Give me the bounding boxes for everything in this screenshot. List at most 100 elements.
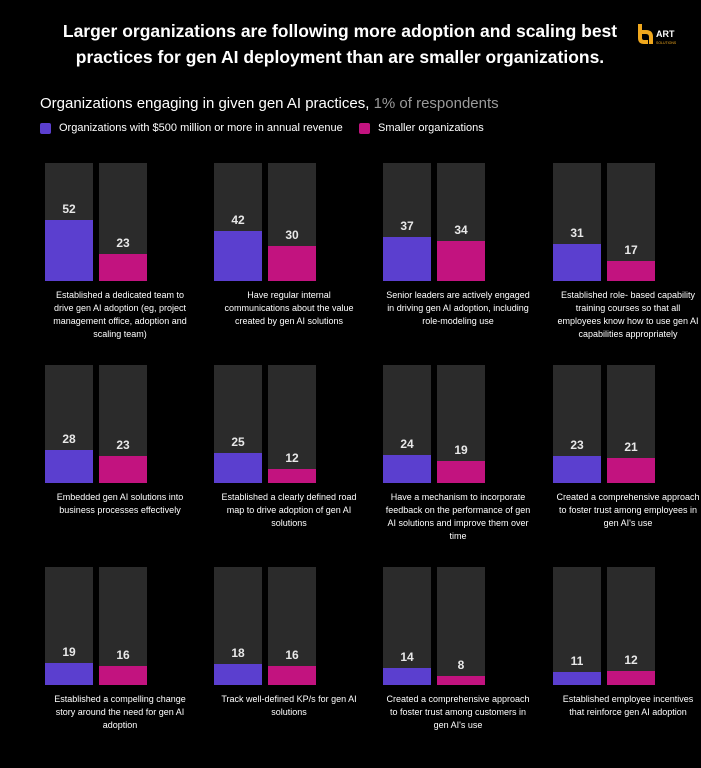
art-solutions-logo: ART SOLUTIONS bbox=[638, 24, 677, 45]
bar-small bbox=[437, 676, 485, 685]
data-label-small: 30 bbox=[285, 228, 299, 242]
data-label-large: 14 bbox=[400, 650, 414, 664]
bar-track bbox=[99, 163, 147, 281]
bar-track bbox=[45, 365, 93, 483]
bar-small bbox=[268, 246, 316, 281]
bar-large bbox=[383, 668, 431, 685]
bar-track bbox=[268, 567, 316, 685]
bar-large bbox=[214, 664, 262, 685]
bar-group: 25 12 bbox=[214, 365, 364, 483]
bar-track bbox=[214, 163, 262, 281]
bar-track bbox=[268, 365, 316, 483]
panel-label: Established a dedicated team to drive ge… bbox=[53, 290, 187, 339]
bar-large bbox=[214, 231, 262, 281]
data-label-small: 23 bbox=[116, 236, 130, 250]
data-label-small: 8 bbox=[457, 658, 465, 672]
headline: Larger organizations are following more … bbox=[62, 21, 618, 67]
bar-group: 31 17 bbox=[553, 163, 701, 281]
bar-large bbox=[553, 672, 601, 685]
panel-label: Established employee incentives that rei… bbox=[562, 694, 694, 717]
data-label-large: 52 bbox=[62, 202, 76, 216]
panel-label: Embedded gen AI solutions into business … bbox=[56, 492, 184, 515]
data-label-small: 23 bbox=[116, 438, 130, 452]
data-label-large: 25 bbox=[231, 435, 245, 449]
bar-small bbox=[437, 461, 485, 483]
panel-label: Established a compelling change story ar… bbox=[54, 694, 186, 730]
logo-mark-icon bbox=[638, 24, 653, 44]
bar-large bbox=[45, 450, 93, 483]
bar-track bbox=[437, 365, 485, 483]
data-label-large: 11 bbox=[570, 654, 584, 668]
bar-group: 42 30 bbox=[214, 163, 364, 281]
bar-large bbox=[553, 456, 601, 483]
data-label-small: 34 bbox=[454, 223, 468, 237]
logo-subtext: SOLUTIONS bbox=[656, 41, 677, 45]
data-label-small: 19 bbox=[454, 443, 468, 457]
bar-small bbox=[268, 469, 316, 483]
data-label-small: 12 bbox=[624, 653, 638, 667]
panel-label: Created a comprehensive approach to fost… bbox=[556, 492, 700, 528]
bar-small bbox=[99, 666, 147, 685]
legend-swatch-small bbox=[359, 122, 370, 134]
bar-group: 23 21 bbox=[553, 365, 701, 483]
legend-item-large: Organizations with $500 million or more … bbox=[40, 122, 343, 134]
panel-label: Created a comprehensive approach to fost… bbox=[386, 694, 530, 730]
chart-panel: 28 23 Embedded gen AI solutions into busin… bbox=[45, 365, 195, 517]
bar-track bbox=[437, 163, 485, 281]
data-label-small: 16 bbox=[116, 648, 130, 662]
bar-group: 52 23 bbox=[45, 163, 195, 281]
bar-group: 11 12 bbox=[553, 567, 701, 685]
bar-small bbox=[607, 261, 655, 281]
chart-panel: 23 21 Created a comprehensive approach to … bbox=[553, 365, 701, 530]
chart-panel: 18 16 Track well-defined KP/s for gen AI s… bbox=[214, 567, 364, 719]
bar-large bbox=[383, 455, 431, 483]
panel-label: Have a mechanism to incorporate feedback… bbox=[385, 492, 531, 541]
bar-small bbox=[268, 666, 316, 685]
bar-small bbox=[437, 241, 485, 281]
bar-small bbox=[99, 254, 147, 281]
legend-swatch-large bbox=[40, 122, 51, 134]
chart-panel: 52 23 Established a dedicated team to driv… bbox=[45, 163, 195, 341]
bar-small bbox=[99, 456, 147, 483]
chart-panel: 11 12 Established employee incentives that… bbox=[553, 567, 701, 719]
data-label-small: 17 bbox=[624, 243, 638, 257]
bar-track bbox=[553, 567, 601, 685]
data-label-large: 28 bbox=[62, 432, 76, 446]
chart-panel: 25 12 Established a clearly defined road m… bbox=[214, 365, 364, 530]
bar-group: 18 16 bbox=[214, 567, 364, 685]
legend-item-small: Smaller organizations bbox=[359, 122, 484, 134]
bar-track bbox=[45, 163, 93, 281]
bar-track bbox=[45, 567, 93, 685]
data-label-large: 24 bbox=[400, 437, 414, 451]
data-label-large: 18 bbox=[231, 646, 245, 660]
bar-large bbox=[214, 453, 262, 483]
bar-track bbox=[553, 163, 601, 281]
chart-panel: 14 8 Created a comprehensive approach to f… bbox=[383, 567, 533, 732]
bar-track bbox=[383, 163, 431, 281]
bar-large bbox=[553, 244, 601, 281]
bar-track bbox=[607, 163, 655, 281]
panel-label: Track well-defined KP/s for gen AI solut… bbox=[221, 694, 357, 717]
bar-track bbox=[553, 365, 601, 483]
bar-group: 37 34 bbox=[383, 163, 533, 281]
chart-panel: 24 19 Have a mechanism to incorporate feed… bbox=[383, 365, 533, 543]
bar-large bbox=[383, 237, 431, 281]
chart-panel: 19 16 Established a compelling change stor… bbox=[45, 567, 195, 732]
bar-track bbox=[383, 365, 431, 483]
panel-label: Senior leaders are actively engaged in d… bbox=[386, 290, 530, 326]
bar-small bbox=[607, 458, 655, 483]
chart-panel: 42 30 Have regular internal communications… bbox=[214, 163, 364, 328]
data-label-large: 42 bbox=[231, 213, 245, 227]
bar-track bbox=[607, 567, 655, 685]
bar-track bbox=[383, 567, 431, 685]
chart-title-note: 1% of respondents bbox=[373, 95, 499, 112]
bar-group: 19 16 bbox=[45, 567, 195, 685]
data-label-small: 16 bbox=[285, 648, 299, 662]
chart-panel: 31 17 Established role- based capability t… bbox=[553, 163, 701, 341]
bar-large bbox=[45, 220, 93, 281]
data-label-large: 19 bbox=[62, 645, 76, 659]
bar-track bbox=[268, 163, 316, 281]
data-label-small: 12 bbox=[285, 451, 299, 465]
chart-panel: 37 34 Senior leaders are actively engaged … bbox=[383, 163, 533, 328]
bar-group: 14 8 bbox=[383, 567, 533, 685]
